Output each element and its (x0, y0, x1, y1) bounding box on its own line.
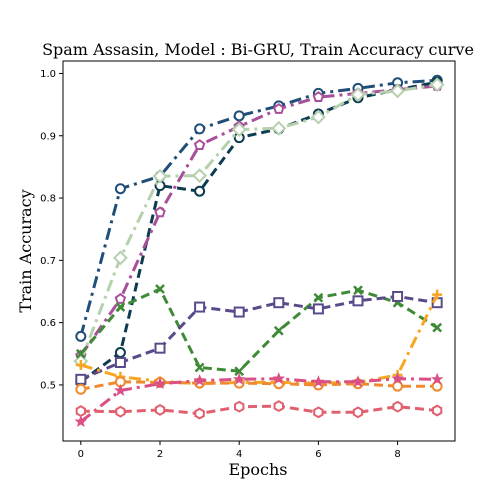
series-5-point (392, 290, 404, 302)
series-9-point (154, 403, 166, 416)
series-8-point (351, 375, 365, 388)
series-3-point (350, 87, 366, 103)
series-3-point (271, 120, 287, 136)
series-8-point (391, 372, 404, 385)
series-0-point (233, 110, 245, 122)
series-2-point (114, 292, 127, 304)
y-axis-label: Train Accuracy (16, 189, 35, 312)
series-4-point (353, 285, 363, 296)
series-4-point (432, 322, 443, 333)
series-7-point (392, 380, 404, 392)
series-4-point (313, 292, 324, 303)
series-2-point (312, 91, 325, 102)
series-7-line (80, 380, 438, 391)
series-6-line (80, 293, 439, 386)
series-4-point (115, 302, 126, 312)
series-0-point (75, 330, 87, 342)
series-3-point (390, 83, 406, 99)
x-axis-label: Epochs (228, 460, 287, 479)
series-2-point (193, 139, 206, 150)
series-2-line (79, 84, 438, 357)
series-4-point (234, 366, 245, 377)
series-8-point (312, 375, 325, 388)
series-9-point (115, 405, 126, 418)
x-tick-label: 0 (78, 449, 84, 460)
x-tick-label: 2 (157, 449, 163, 460)
series-7-point (75, 383, 87, 395)
series-8-point (193, 373, 206, 386)
plot-area (73, 74, 445, 428)
series-9-point (432, 404, 443, 417)
y-tick-label: 0.6 (40, 318, 56, 329)
y-tick-label: 0.9 (40, 131, 56, 142)
series-8-line (79, 377, 438, 423)
series-9-point (194, 407, 205, 420)
series-4-point (194, 362, 205, 373)
series-9-point (273, 400, 284, 413)
series-6-point (75, 360, 86, 370)
series-3-point (310, 109, 326, 125)
series-8-point (153, 377, 167, 390)
series-5-point (312, 303, 324, 315)
series-3-point (152, 168, 168, 184)
series-5-point (194, 301, 206, 313)
series-0-line (79, 78, 438, 337)
axes: 0 2 4 6 8 0.5 0.6 0.7 0.8 0.9 1.0 (40, 69, 401, 460)
series-9-point (75, 405, 86, 418)
series-8-point (114, 383, 127, 396)
series-0-point (114, 183, 126, 195)
series-0-point (194, 123, 206, 135)
series-8-point (430, 372, 444, 385)
y-tick-label: 0.5 (40, 380, 56, 391)
series-3-point (231, 122, 247, 137)
x-tick-label: 8 (394, 449, 400, 460)
series-4-point (75, 348, 86, 359)
series-8-point (232, 372, 246, 385)
series-8-point (272, 372, 286, 385)
series-8-point (74, 415, 88, 428)
x-tick-label: 4 (236, 449, 242, 460)
series-5-point (114, 357, 126, 369)
series-9-point (313, 406, 324, 419)
series-6-point (432, 289, 443, 300)
series-9-line (80, 404, 438, 416)
series-3-point (112, 250, 128, 266)
y-tick-label: 0.7 (40, 256, 56, 267)
x-tick-label: 6 (315, 449, 321, 460)
series-5-point (273, 297, 285, 309)
plot-frame (62, 60, 456, 442)
y-tick-label: 1.0 (40, 69, 56, 80)
series-4-line (79, 287, 438, 373)
series-1-line (79, 80, 438, 384)
series-2-point (273, 102, 285, 114)
series-1-point (114, 347, 126, 359)
series-5-point (352, 295, 364, 307)
chart-title: Spam Assasin, Model : Bi-GRU, Train Accu… (42, 40, 474, 59)
series-3-line (79, 83, 438, 362)
series-4-point (273, 325, 284, 336)
series-3-point (429, 77, 445, 93)
series-4-point (155, 284, 165, 294)
series-5-point (75, 373, 87, 385)
series-9-point (392, 400, 403, 413)
series-5-point (233, 306, 245, 318)
series-5-point (154, 342, 166, 354)
series-3-point (192, 168, 208, 184)
series-9-point (234, 400, 245, 413)
series-9-point (352, 406, 364, 419)
y-tick-label: 0.8 (40, 194, 56, 205)
series-2-point (154, 206, 166, 218)
series-1-point (194, 185, 206, 197)
series-5-line (80, 295, 438, 381)
